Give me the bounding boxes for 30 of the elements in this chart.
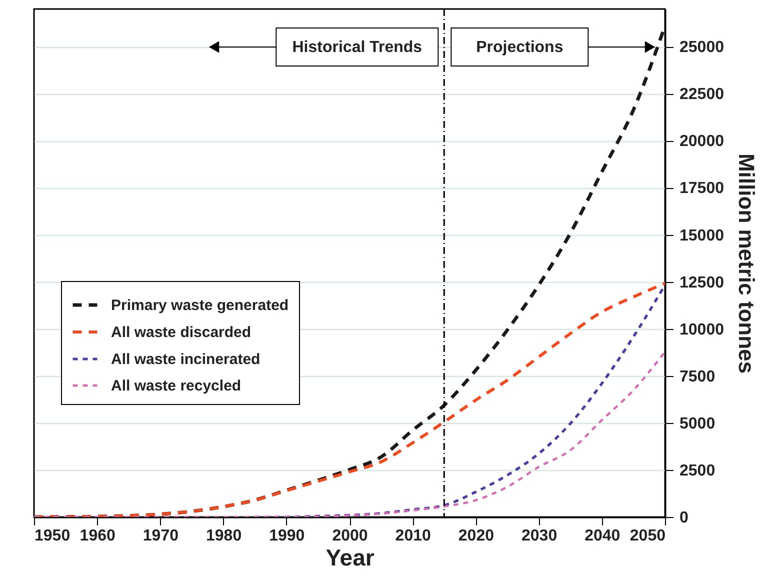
y-tick-label: 15000 [680, 227, 724, 244]
legend-label: All waste discarded [111, 324, 252, 341]
y-tick-label: 25000 [680, 39, 724, 56]
y-tick-label: 22500 [680, 86, 724, 104]
x-tick-label: 1960 [80, 528, 116, 544]
legend-label: All waste recycled [111, 378, 242, 394]
y-tick-label: 17500 [680, 180, 724, 198]
legend-label: Primary waste generated [111, 297, 289, 314]
x-tick-label: 1980 [206, 528, 242, 544]
x-tick-label: 1970 [142, 528, 179, 544]
x-tick-label: 2040 [584, 528, 620, 544]
x-tick-label: 1990 [269, 528, 305, 544]
x-tick-label: 2030 [522, 528, 558, 544]
annotation: Projections [476, 39, 564, 56]
x-axis-title: Year [326, 544, 374, 570]
y-tick-label: 0 [680, 510, 688, 526]
y-tick-label: 7500 [680, 368, 716, 386]
x-tick-label: 2020 [458, 528, 494, 544]
y-tick-label: 5000 [680, 415, 716, 432]
y-axis-title: Million metric tonnes [734, 153, 759, 374]
x-tick-label: 2010 [395, 528, 431, 544]
x-tick-label: 2000 [332, 528, 368, 544]
y-tick-label: 20000 [680, 133, 724, 150]
y-tick-label: 2500 [680, 462, 716, 480]
x-tick-label: 2050 [630, 528, 666, 544]
y-tick-label: 10000 [680, 321, 724, 338]
legend-label: All waste incinerated [111, 351, 260, 368]
y-tick-label: 12500 [680, 274, 724, 292]
x-tick-label: 1950 [34, 528, 70, 544]
annotation: Historical Trends [292, 39, 422, 56]
